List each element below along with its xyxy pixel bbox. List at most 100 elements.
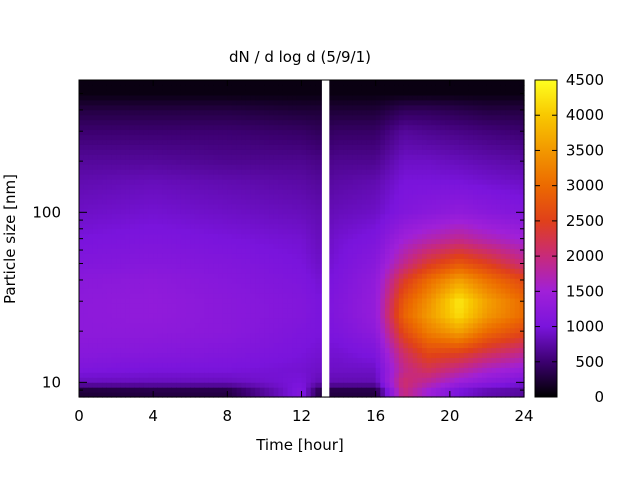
heatmap-cell — [389, 342, 395, 349]
heatmap-cell — [245, 149, 252, 155]
heatmap-cell — [352, 139, 358, 145]
heatmap-cell — [88, 387, 94, 393]
heatmap-cell — [120, 119, 126, 126]
heatmap-cell — [333, 387, 340, 393]
heatmap-cell — [204, 233, 210, 240]
heatmap-cell — [269, 119, 275, 126]
heatmap-cell — [264, 109, 270, 116]
heatmap-cell — [269, 228, 275, 235]
heatmap-cell — [116, 357, 122, 363]
heatmap-cell — [389, 119, 395, 126]
heatmap-cell — [92, 387, 99, 393]
heatmap-cell — [250, 119, 256, 126]
heatmap-cell — [389, 352, 395, 358]
heatmap-cell — [148, 169, 154, 175]
heatmap-cell — [306, 347, 312, 354]
heatmap-cell — [403, 218, 409, 225]
heatmap-cell — [208, 248, 215, 254]
heatmap-cell — [208, 149, 215, 155]
heatmap-cell — [310, 263, 317, 269]
heatmap-cell — [139, 322, 145, 329]
heatmap-cell — [213, 139, 219, 145]
heatmap-cell — [435, 84, 442, 91]
heatmap-cell — [329, 203, 335, 210]
heatmap-cell — [408, 302, 414, 309]
heatmap-cell — [394, 292, 400, 299]
heatmap-cell — [384, 283, 391, 289]
heatmap-cell — [245, 367, 252, 373]
heatmap-cell — [143, 288, 150, 294]
heatmap-cell — [231, 377, 238, 383]
heatmap-cell — [417, 268, 423, 274]
heatmap-cell — [333, 297, 340, 304]
heatmap-cell — [231, 322, 238, 329]
heatmap-cell — [111, 392, 117, 398]
heatmap-cell — [153, 352, 159, 358]
heatmap-cell — [282, 104, 289, 111]
heatmap-cell — [236, 382, 242, 388]
heatmap-cell — [134, 292, 140, 299]
heatmap-cell — [129, 288, 136, 294]
heatmap-cell — [139, 258, 145, 264]
heatmap-cell — [384, 164, 391, 170]
heatmap-cell — [357, 84, 363, 91]
heatmap-cell — [97, 352, 103, 358]
heatmap-cell — [190, 243, 196, 249]
heatmap-cell — [190, 292, 196, 299]
heatmap-cell — [79, 193, 85, 200]
heatmap-cell — [306, 213, 312, 220]
heatmap-cell — [157, 188, 164, 195]
heatmap-cell — [426, 362, 432, 368]
heatmap-cell — [278, 327, 284, 334]
heatmap-cell — [403, 104, 409, 111]
heatmap-cell — [315, 297, 321, 304]
heatmap-cell — [111, 198, 117, 205]
heatmap-cell — [111, 80, 117, 86]
heatmap-cell — [171, 154, 177, 160]
heatmap-cell — [259, 154, 266, 160]
heatmap-cell — [259, 139, 266, 145]
heatmap-cell — [408, 208, 414, 215]
heatmap-cell — [259, 377, 266, 383]
heatmap-cell — [282, 347, 289, 354]
heatmap-cell — [125, 233, 131, 240]
heatmap-cell — [92, 179, 99, 185]
heatmap-cell — [431, 258, 437, 264]
heatmap-cell — [338, 307, 344, 314]
heatmap-cell — [366, 109, 372, 116]
heatmap-cell — [366, 337, 372, 344]
heatmap-cell — [92, 124, 99, 131]
heatmap-cell — [227, 164, 233, 170]
heatmap-cell — [269, 193, 275, 200]
heatmap-cell — [278, 317, 284, 324]
heatmap-cell — [408, 129, 414, 136]
heatmap-cell — [162, 144, 168, 150]
heatmap-cell — [417, 198, 423, 205]
heatmap-cell — [329, 302, 335, 309]
heatmap-cell — [83, 84, 89, 91]
heatmap-cell — [408, 94, 414, 101]
heatmap-cell — [190, 278, 196, 284]
heatmap-cell — [264, 317, 270, 324]
heatmap-cell — [185, 184, 191, 190]
heatmap-cell — [412, 288, 418, 294]
heatmap-cell — [375, 367, 381, 373]
heatmap-cell — [250, 342, 256, 349]
heatmap-cell — [199, 258, 205, 264]
heatmap-cell — [129, 268, 136, 274]
heatmap-cell — [347, 317, 354, 324]
heatmap-cell — [120, 223, 126, 230]
heatmap-cell — [88, 94, 94, 101]
heatmap-cell — [176, 238, 182, 245]
heatmap-cell — [278, 154, 284, 160]
heatmap-cell — [361, 179, 367, 185]
heatmap-cell — [97, 144, 103, 150]
heatmap-cell — [394, 164, 400, 170]
heatmap-cell — [361, 392, 367, 398]
heatmap-cell — [394, 332, 400, 339]
heatmap-cell — [88, 268, 94, 274]
heatmap-cell — [315, 84, 321, 91]
heatmap-cell — [176, 362, 182, 368]
heatmap-cell — [162, 283, 168, 289]
heatmap-cell — [333, 273, 340, 279]
